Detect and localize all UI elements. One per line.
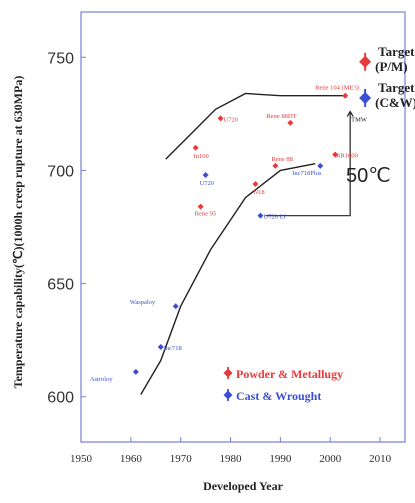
data-point (257, 212, 264, 219)
upper-trend-line (165, 92, 346, 160)
legend-marker (223, 368, 233, 378)
data-point (217, 115, 224, 122)
target-label: Target (378, 80, 415, 95)
temperature-note: 50℃ (346, 165, 391, 187)
data-point (197, 203, 204, 210)
data-point-label: Inc718Plus (292, 170, 322, 177)
y-tick-label: 600 (47, 390, 74, 407)
data-point-label: N18 (253, 189, 264, 196)
data-point (157, 343, 164, 350)
y-tick-label: 650 (47, 277, 74, 294)
data-point-label: Rene 88 (271, 156, 292, 163)
target-label: Target (378, 44, 415, 59)
data-point (342, 92, 349, 99)
legend-marker (223, 390, 233, 400)
bracket-arrow (346, 110, 354, 117)
tmw-label: TMW (351, 116, 368, 123)
data-point-label: U720 LI (263, 214, 285, 221)
data-point-label: In100 (194, 153, 209, 160)
x-tick-label: 2010 (369, 453, 392, 465)
y-axis-title: Temperature capability(℃)(1000h creep ru… (11, 76, 25, 389)
data-point-label: RR1000 (336, 153, 358, 160)
data-point-label: Waspaloy (130, 299, 156, 306)
x-tick-label: 1990 (269, 453, 292, 465)
data-point-label: Rene 88DT (266, 113, 296, 120)
target-label-sub: (C&W) (375, 95, 415, 110)
legend-label-cw: Cast & Wrought (236, 389, 321, 403)
x-tick-label: 2000 (319, 453, 342, 465)
data-point (317, 162, 324, 169)
data-point-label: U720 (200, 180, 214, 187)
data-point-label: Inc718 (164, 345, 182, 352)
lower-trend-line (140, 162, 316, 395)
x-tick-label: 1950 (70, 453, 93, 465)
temperature-bracket (265, 111, 351, 217)
x-tick-label: 1960 (120, 453, 143, 465)
data-point-label: Rene 95 (195, 211, 216, 218)
data-point (202, 171, 209, 178)
data-point-label: Astroloy (90, 376, 114, 383)
target-marker (359, 92, 372, 104)
target-marker (359, 55, 372, 68)
y-tick-label: 700 (47, 163, 74, 180)
data-point (172, 303, 179, 310)
x-axis-title: Developed Year (203, 479, 284, 493)
chart-marks: 1950 1960 1970 1980 1990 2000 2010 600 650 700 750… (47, 44, 415, 465)
data-point (272, 162, 279, 169)
data-point-label: Rene 104 (ME3) (315, 85, 359, 92)
data-point-label: U720 (224, 116, 238, 123)
x-tick-label: 1980 (220, 453, 243, 465)
data-point (332, 151, 339, 158)
data-point (287, 119, 294, 126)
data-point (252, 181, 259, 187)
target-label-sub: (P/M) (375, 59, 407, 74)
legend: Powder & Metallugy Cast & Wrought (236, 367, 343, 403)
data-point (192, 144, 199, 151)
x-tick-label: 1970 (170, 453, 193, 465)
legend-label-pm: Powder & Metallugy (236, 367, 343, 381)
data-point (132, 368, 139, 375)
y-tick-label: 750 (47, 50, 74, 67)
